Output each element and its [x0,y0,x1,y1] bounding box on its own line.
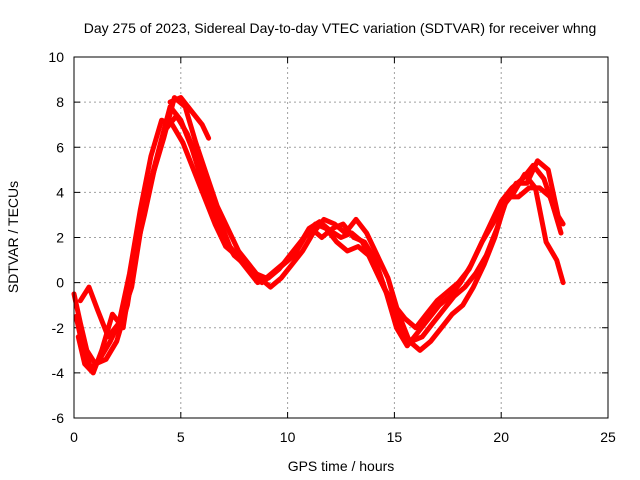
series-track-3 [75,113,564,376]
chart-title: Day 275 of 2023, Sidereal Day-to-day VTE… [84,20,597,36]
y-tick-label: 10 [48,49,64,65]
y-tick-label: 0 [56,275,64,291]
x-tick-label: 20 [493,429,509,445]
ticks-layer: 0 5 10 15 20 25 -6 -4 -2 0 2 4 6 8 10 [48,49,616,445]
y-tick-label: 6 [56,139,64,155]
y-tick-label: 2 [56,230,64,246]
x-tick-label: 5 [177,429,185,445]
x-axis-label: GPS time / hours [288,458,395,474]
series-track-5 [167,95,212,141]
x-tick-label: 15 [387,429,403,445]
y-tick-label: 4 [56,184,64,200]
x-tick-label: 25 [600,429,616,445]
x-tick-label: 0 [70,429,78,445]
y-axis-label: SDTVAR / TECUs [5,181,21,293]
y-tick-label: -2 [52,320,65,336]
y-tick-label: -4 [52,365,65,381]
series-layer [71,95,566,376]
series-track-4 [77,117,566,349]
y-tick-label: 8 [56,94,64,110]
y-tick-label: -6 [52,410,65,426]
x-tick-label: 10 [280,429,296,445]
plot-frame [73,56,609,419]
